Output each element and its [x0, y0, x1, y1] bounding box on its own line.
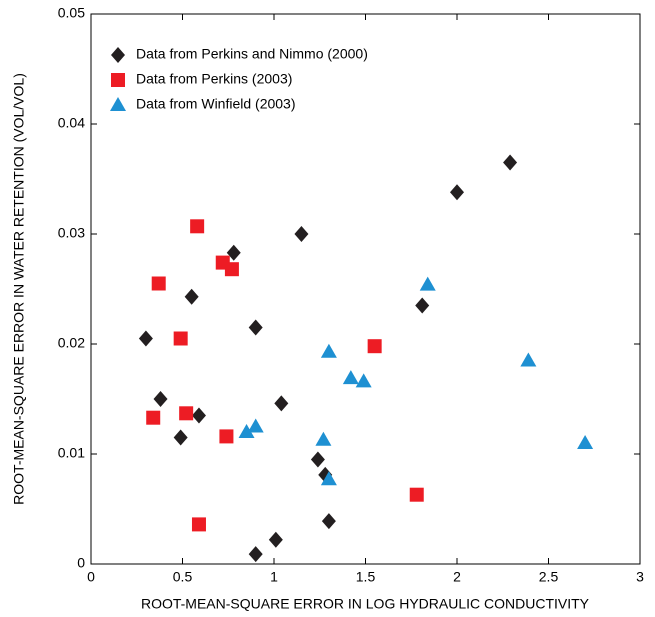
- point: [268, 531, 283, 548]
- point: [367, 339, 382, 354]
- y-tick-label: 0: [77, 555, 85, 571]
- point: [450, 184, 464, 201]
- point: [173, 429, 188, 446]
- point: [419, 276, 436, 291]
- x-tick-label: 1.5: [356, 569, 376, 585]
- point: [294, 226, 309, 242]
- point: [520, 352, 537, 367]
- y-tick-label: 0.01: [58, 445, 85, 461]
- point: [190, 219, 205, 234]
- point: [224, 262, 239, 277]
- point: [191, 517, 206, 532]
- y-tick-label: 0.03: [58, 225, 85, 241]
- point: [138, 330, 153, 347]
- x-axis-label: ROOT-MEAN-SQUARE ERROR IN LOG HYDRAULIC …: [141, 596, 590, 612]
- x-tick-label: 2: [453, 569, 461, 585]
- legend-label: Data from Winfield (2003): [136, 96, 296, 112]
- point: [247, 418, 264, 433]
- legend-marker: [111, 47, 125, 63]
- legend-marker: [111, 73, 125, 87]
- point: [315, 431, 332, 446]
- x-tick-label: 0: [87, 569, 95, 585]
- y-axis-label: ROOT-MEAN-SQUARE ERROR IN WATER RETENTIO…: [11, 73, 27, 505]
- legend-label: Data from Perkins (2003): [136, 71, 292, 87]
- x-tick-label: 1: [270, 569, 278, 585]
- point: [219, 429, 234, 444]
- point: [153, 391, 168, 407]
- point: [248, 319, 263, 336]
- point: [415, 297, 430, 314]
- point: [320, 471, 337, 486]
- point: [310, 451, 325, 468]
- point: [151, 276, 166, 291]
- point: [173, 331, 188, 346]
- point: [226, 244, 241, 261]
- y-tick-label: 0.05: [58, 5, 85, 21]
- point: [320, 343, 337, 358]
- legend-label: Data from Perkins and Nimmo (2000): [136, 46, 368, 62]
- point: [191, 407, 206, 424]
- y-tick-label: 0.04: [58, 115, 85, 131]
- point: [274, 395, 289, 412]
- x-tick-label: 2.5: [539, 569, 559, 585]
- point: [503, 154, 518, 171]
- x-tick-label: 3: [636, 569, 644, 585]
- point: [577, 435, 594, 449]
- x-tick-label: 0.5: [173, 569, 193, 585]
- point: [409, 487, 424, 502]
- point: [342, 370, 359, 385]
- point: [184, 288, 199, 305]
- y-tick-label: 0.02: [58, 335, 85, 351]
- point: [179, 406, 194, 421]
- point: [321, 513, 336, 530]
- point: [248, 546, 263, 563]
- point: [238, 424, 255, 438]
- point: [146, 410, 161, 425]
- point: [355, 373, 372, 388]
- legend-marker: [110, 97, 126, 111]
